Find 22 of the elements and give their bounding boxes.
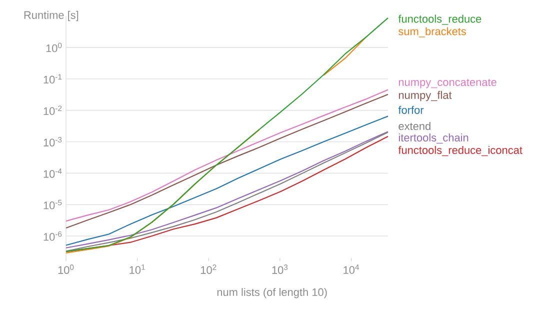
x-tick-label: 10$^{4}$: [344, 264, 360, 274]
series-label: functools_reduce: [398, 14, 482, 25]
y-tick-label: 10$^{-1}$: [44, 74, 62, 84]
y-tick-label: 10$^{0}$: [46, 42, 62, 52]
series-label: functools_reduce_iconcat: [398, 146, 522, 156]
series-label: forfor: [398, 106, 424, 114]
x-axis-title: num lists (of length 10): [217, 288, 327, 298]
y-axis-title: Runtime [s]: [24, 10, 78, 22]
y-tick-label: 10$^{-2}$: [44, 106, 62, 116]
x-tick-label: 10$^{1}$: [130, 264, 145, 274]
series-label: itertools_chain: [398, 133, 468, 144]
y-tick-label: 10$^{-6}$: [44, 231, 62, 241]
series-label: numpy_concatenate: [398, 78, 496, 88]
x-tick-label: 10$^{2}$: [200, 264, 216, 274]
x-tick-label: 10$^{3}$: [272, 264, 288, 274]
y-tick-label: 10$^{-5}$: [44, 200, 62, 210]
y-tick-label: 10$^{-3}$: [44, 137, 62, 146]
series-label: numpy_flat: [398, 90, 452, 102]
x-tick-label: 10$^{0}$: [58, 264, 74, 274]
text: sum_brackets: [398, 27, 466, 38]
y-tick-label: 10$^{-4}$: [44, 168, 62, 178]
series-label: extend: [398, 122, 430, 130]
